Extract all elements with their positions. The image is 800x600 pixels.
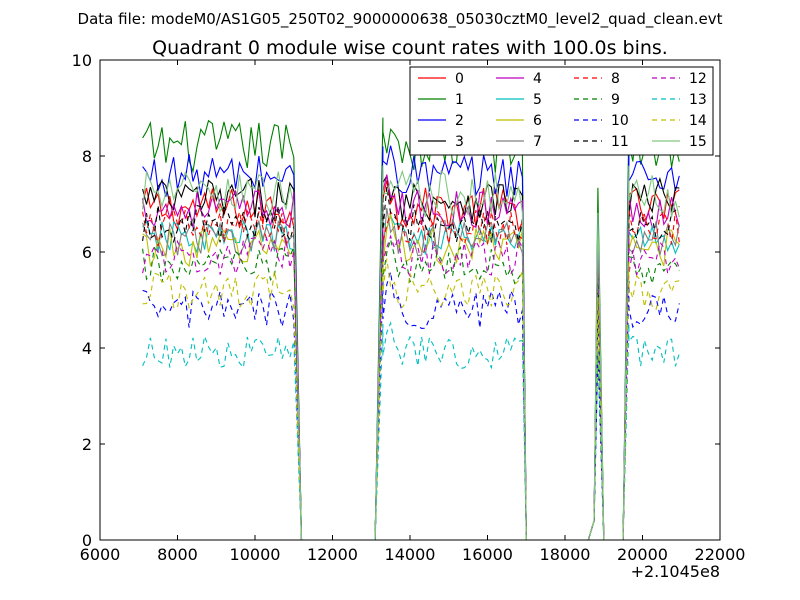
legend-label: 11	[611, 134, 629, 150]
x-tick-label: 18000	[540, 545, 591, 564]
series-line-14	[142, 258, 680, 541]
series-line-13	[142, 321, 680, 541]
legend-label: 4	[533, 71, 542, 87]
y-tick-label: 6	[82, 243, 92, 262]
x-tick-label: 12000	[307, 545, 358, 564]
x-tick-label: 20000	[617, 545, 668, 564]
legend-label: 12	[689, 71, 707, 87]
y-tick-label: 10	[72, 51, 92, 70]
legend-label: 9	[611, 92, 620, 108]
x-tick-label: 8000	[157, 545, 198, 564]
legend-label: 15	[689, 134, 707, 150]
legend-label: 6	[533, 113, 542, 129]
y-tick-label: 0	[82, 531, 92, 550]
y-tick-label: 8	[82, 147, 92, 166]
chart-suptitle: Data file: modeM0/AS1G05_250T02_90000006…	[78, 10, 723, 29]
series-layer	[142, 117, 680, 541]
y-tick-label: 2	[82, 435, 92, 454]
series-line-12	[142, 227, 680, 541]
legend-label: 2	[455, 113, 464, 129]
series-line-10	[142, 271, 680, 541]
x-tick-label: 6000	[80, 545, 121, 564]
legend-label: 7	[533, 134, 542, 150]
legend-label: 3	[455, 134, 464, 150]
legend-label: 14	[689, 113, 707, 129]
legend-label: 0	[455, 71, 464, 87]
series-line-15	[142, 165, 680, 541]
x-tick-label: 10000	[230, 545, 281, 564]
x-tick-label: 14000	[385, 545, 436, 564]
x-tick-label: 22000	[695, 545, 746, 564]
x-axis: 6000 8000 10000 12000 14000 16000 18000 20000 22…	[80, 60, 746, 564]
x-tick-label: 16000	[462, 545, 513, 564]
x-axis-offset-label: +2.1045e8	[631, 562, 720, 581]
y-tick-label: 4	[82, 339, 92, 358]
legend-label: 13	[689, 92, 707, 108]
legend-box	[409, 66, 714, 156]
legend-label: 5	[533, 92, 542, 108]
legend-label: 8	[611, 71, 620, 87]
legend-label: 10	[611, 113, 629, 129]
series-line-11	[142, 186, 680, 541]
chart-title: Quadrant 0 module wise count rates with …	[152, 37, 668, 59]
legend-label: 1	[455, 92, 464, 108]
